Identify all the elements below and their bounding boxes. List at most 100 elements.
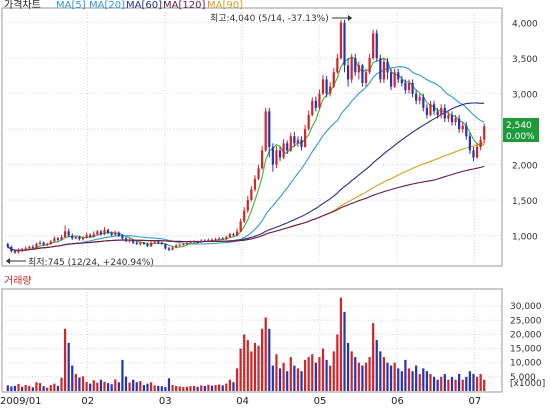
volume-bar	[24, 385, 27, 391]
candle-body	[339, 22, 343, 59]
candle-body	[250, 189, 253, 201]
volume-bar	[167, 378, 171, 391]
price-tick-label: 3,000	[512, 91, 538, 101]
candle-body	[160, 242, 163, 245]
candle-body	[225, 237, 228, 240]
volume-bar	[49, 385, 52, 391]
volume-bar	[89, 383, 92, 391]
volume-bar	[239, 348, 242, 391]
low-annotation: 최저:745 (12/24, +240.94%)	[28, 257, 154, 268]
volume-bar	[389, 365, 393, 391]
x-tick-label: 2009/01	[0, 396, 42, 407]
volume-bar	[296, 368, 300, 391]
candle-body	[103, 229, 106, 235]
candle-body	[257, 168, 260, 179]
volume-bar	[60, 377, 63, 391]
candle-body	[432, 104, 436, 112]
volume-bar	[379, 351, 382, 391]
volume-bar	[468, 371, 471, 391]
volume-tick-label: 5,000	[510, 373, 536, 383]
volume-bar	[461, 379, 464, 391]
candle-body	[85, 234, 88, 238]
volume-bar	[447, 379, 450, 391]
volume-bar	[56, 385, 60, 391]
volume-bar	[250, 351, 253, 391]
candle-body	[400, 79, 403, 83]
candle-body	[436, 111, 439, 115]
legend-ma20: MA[20]	[89, 0, 125, 11]
volume-bar	[243, 334, 246, 391]
volume-bar	[339, 297, 343, 391]
legend-price-chart: 가격차트	[4, 0, 41, 11]
candle-body	[361, 65, 364, 83]
price-tick-label: 1,500	[512, 197, 538, 207]
last-change: 0.00%	[506, 132, 535, 142]
low-arrow	[6, 258, 26, 264]
volume-bar	[282, 362, 285, 391]
volume-bar	[196, 386, 199, 391]
volume-bar	[218, 384, 221, 391]
candle-body	[458, 118, 461, 130]
candle-body	[210, 239, 214, 241]
legend-ma5: MA[5]	[56, 0, 86, 11]
candle-body	[379, 58, 382, 80]
candle-body	[253, 178, 257, 190]
volume-bar	[99, 379, 103, 391]
candle-body	[142, 242, 146, 245]
volume-bar	[67, 342, 70, 391]
volume-bar	[103, 381, 106, 391]
candle-body	[24, 248, 27, 251]
volume-bar	[443, 374, 446, 391]
ma-line-20	[7, 66, 485, 251]
candle-body	[31, 246, 34, 248]
volume-bar	[278, 368, 282, 391]
volume-bar	[465, 376, 468, 391]
candle-body	[135, 242, 138, 245]
candle-body	[447, 114, 450, 119]
volume-bar	[318, 357, 321, 391]
volume-bar	[46, 387, 49, 391]
candle-body	[461, 125, 464, 130]
volume-bar	[275, 354, 278, 391]
volume-bar	[246, 340, 249, 391]
candle-body	[117, 232, 120, 236]
candle-body	[53, 238, 56, 242]
volume-bar	[164, 387, 167, 391]
candle-body	[307, 114, 310, 130]
volume-bar	[203, 385, 206, 391]
candle-body	[454, 118, 457, 123]
candle-body	[325, 79, 328, 94]
legend-ma120: MA[120]	[163, 0, 205, 11]
candle-body	[21, 249, 24, 251]
candle-body	[389, 72, 393, 87]
volume-bar	[307, 357, 310, 391]
volume-bar	[375, 340, 378, 391]
volume-bar	[303, 359, 307, 391]
candle-body	[132, 239, 135, 243]
volume-bar	[232, 382, 235, 391]
volume-bar	[286, 371, 289, 391]
price-tick-label: 1,000	[512, 233, 538, 243]
x-tick-label: 07	[469, 396, 482, 407]
volume-bar	[228, 379, 231, 391]
volume-bar	[124, 376, 128, 391]
candle-body	[35, 244, 38, 248]
volume-bar	[135, 382, 138, 391]
volume-bar	[214, 385, 217, 391]
volume-bar	[21, 386, 24, 391]
volume-bar	[178, 386, 181, 391]
candle-body	[185, 242, 189, 245]
price-tick-label: 2,000	[512, 162, 538, 172]
x-tick-label: 06	[391, 396, 404, 407]
x-tick-label: 03	[159, 396, 172, 407]
volume-bar	[157, 385, 160, 391]
candle-body	[475, 146, 479, 158]
volume-bar	[422, 368, 425, 391]
volume-bar	[483, 379, 486, 391]
candle-body	[375, 33, 378, 59]
candle-body	[318, 93, 321, 108]
volume-bar	[364, 362, 368, 391]
candle-body	[149, 242, 153, 247]
volume-bar	[110, 384, 113, 391]
candle-body	[343, 22, 346, 66]
